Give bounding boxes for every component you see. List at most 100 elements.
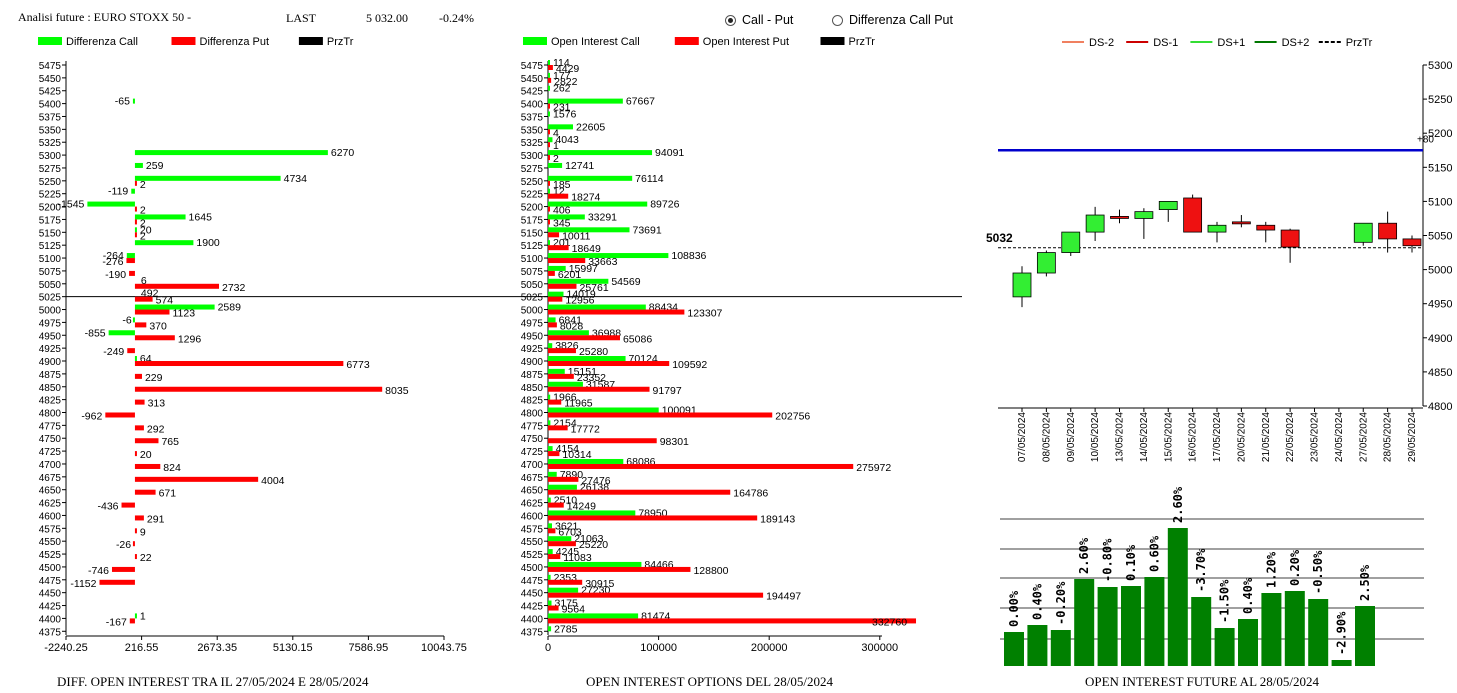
chart4-bar [1238, 619, 1258, 666]
chart4-bar [1214, 628, 1235, 666]
chart4-bar-label: 0.40% [1030, 583, 1044, 620]
chart2-legend-swatch [523, 37, 547, 45]
chart3-y-tick-label: 4900 [1428, 333, 1452, 345]
chart2-put-bar [548, 451, 560, 457]
chart2-y-tick-label: 4450 [521, 589, 544, 600]
chart1-x-tick-label: 10043.75 [421, 642, 467, 654]
radio-selected-icon[interactable] [725, 14, 736, 26]
chart1-put-bar [105, 412, 135, 418]
chart3-legend-label: PrzTr [1346, 37, 1373, 49]
chart3-date-label: 27/05/2024 [1358, 412, 1369, 462]
chart2-put-label: 109592 [672, 359, 707, 371]
chart2-y-tick-label: 4875 [521, 370, 544, 381]
chart2-call-bar [548, 265, 566, 271]
chart1-y-tick-label: 4475 [39, 576, 62, 587]
chart2-put-bar [548, 489, 731, 495]
chart1-put-label: 2 [140, 179, 146, 191]
chart2-put-bar [548, 373, 574, 379]
chart2-call-label: 4154 [556, 443, 580, 455]
chart2-put-label: 275972 [856, 462, 891, 474]
radio-call-put-label: Call - Put [742, 13, 794, 27]
chart1-call-bar [131, 188, 135, 194]
change-value: -0.24% [439, 11, 474, 25]
chart2-call-bar [548, 137, 553, 143]
chart2-y-tick-label: 4650 [521, 486, 544, 497]
chart1-put-label: 671 [159, 488, 177, 500]
chart1-call-label: -1545 [58, 199, 85, 211]
chart2-y-tick-label: 4800 [521, 408, 544, 419]
chart2-put-label: 6201 [558, 269, 582, 281]
chart3-date-label: 08/05/2024 [1041, 412, 1052, 462]
chart2-legend-swatch [820, 37, 845, 45]
chart1-x-tick-label: 216.55 [125, 642, 159, 654]
chart2-call-label: 67667 [626, 96, 655, 108]
chart4-bar-label: -0.20% [1054, 581, 1068, 625]
chart2-put-bar [548, 335, 620, 341]
chart1-put-bar [129, 618, 135, 624]
chart1-legend-label: PrzTr [327, 36, 354, 48]
chart2-y-tick-label: 4625 [521, 499, 544, 510]
chart1-put-bar [121, 502, 135, 508]
chart2-put-label: 332760 [872, 616, 907, 628]
chart2-put-bar [548, 283, 577, 289]
chart1-put-bar [134, 489, 156, 495]
last-value: 5 032.00 [366, 11, 408, 25]
chart1-y-tick-label: 4900 [39, 357, 62, 368]
radio-differenza-call-put[interactable]: Differenza Call Put [832, 13, 953, 27]
chart2-call-label: 15151 [568, 366, 597, 378]
chart2-put-label: 11083 [563, 552, 592, 564]
chart2-y-tick-label: 5425 [521, 87, 544, 98]
chart1-put-label: 292 [147, 423, 165, 435]
chart2-call-bar [548, 150, 653, 156]
chart3-candle-body [1402, 238, 1422, 247]
chart1-y-tick-label: 4975 [39, 318, 62, 329]
chart4-bar [1308, 599, 1329, 666]
chart1-y-tick-label: 5325 [39, 138, 62, 149]
chart1-put-label: 20 [140, 449, 152, 461]
chart3-y-tick-label: 5100 [1428, 196, 1452, 208]
chart1-y-tick-label: 4525 [39, 550, 62, 561]
chart4-bar [1331, 660, 1352, 666]
radio-call-put[interactable]: Call - Put [725, 13, 793, 27]
chart1-y-tick-label: 5425 [39, 87, 62, 98]
chart1-legend-label: Differenza Put [200, 36, 270, 48]
chart1-call-label: 259 [146, 160, 164, 172]
chart1-call-label: 1900 [196, 237, 220, 249]
chart3-date-label: 22/05/2024 [1285, 412, 1296, 462]
chart2-put-label: 164786 [733, 488, 768, 500]
chart3-date-label: 15/05/2024 [1163, 412, 1174, 462]
chart3-date-label: 07/05/2024 [1017, 412, 1028, 462]
chart2-call-label: 14019 [567, 289, 596, 301]
radio-unselected-icon[interactable] [832, 14, 843, 26]
chart4-bar-label: 0.10% [1124, 544, 1138, 581]
chart1-put-bar [127, 348, 135, 354]
chart1-x-tick-label: 7586.95 [349, 642, 389, 654]
chart2-put-label: 25220 [579, 539, 608, 551]
chart3-candle-body [1207, 224, 1227, 233]
chart2-put-bar [548, 296, 563, 302]
chart2-call-bar [548, 356, 626, 362]
chart2-y-tick-label: 4600 [521, 511, 544, 522]
chart3-candle-body [1134, 211, 1154, 219]
chart1-extra-label: 492 [141, 288, 159, 300]
chart3-y-tick-label: 5300 [1428, 60, 1452, 72]
chart1-put-bar [129, 270, 135, 276]
chart4-bar [1050, 630, 1071, 666]
chart2-legend-label: Open Interest Call [551, 36, 640, 48]
chart2-call-label: 15997 [569, 263, 598, 275]
chart1-y-tick-label: 4500 [39, 563, 62, 574]
chart2-call-bar [548, 304, 646, 310]
chart2-call-bar [548, 253, 669, 259]
chart3-legend-label: DS-2 [1089, 37, 1114, 49]
chart3-y-tick-label: 5200 [1428, 128, 1452, 140]
chart4-bar-label: 1.20% [1264, 551, 1278, 588]
chart2-call-label: 21063 [574, 533, 603, 545]
chart1-put-label: 229 [145, 372, 163, 384]
chart4-bar-label: 0.40% [1241, 577, 1255, 614]
chart1-y-tick-label: 4725 [39, 447, 62, 458]
chart3-date-label: 24/05/2024 [1334, 412, 1345, 462]
chart1-put-bar [134, 206, 137, 212]
chart2-call-bar [548, 201, 648, 207]
chart2-call-bar [548, 227, 630, 233]
